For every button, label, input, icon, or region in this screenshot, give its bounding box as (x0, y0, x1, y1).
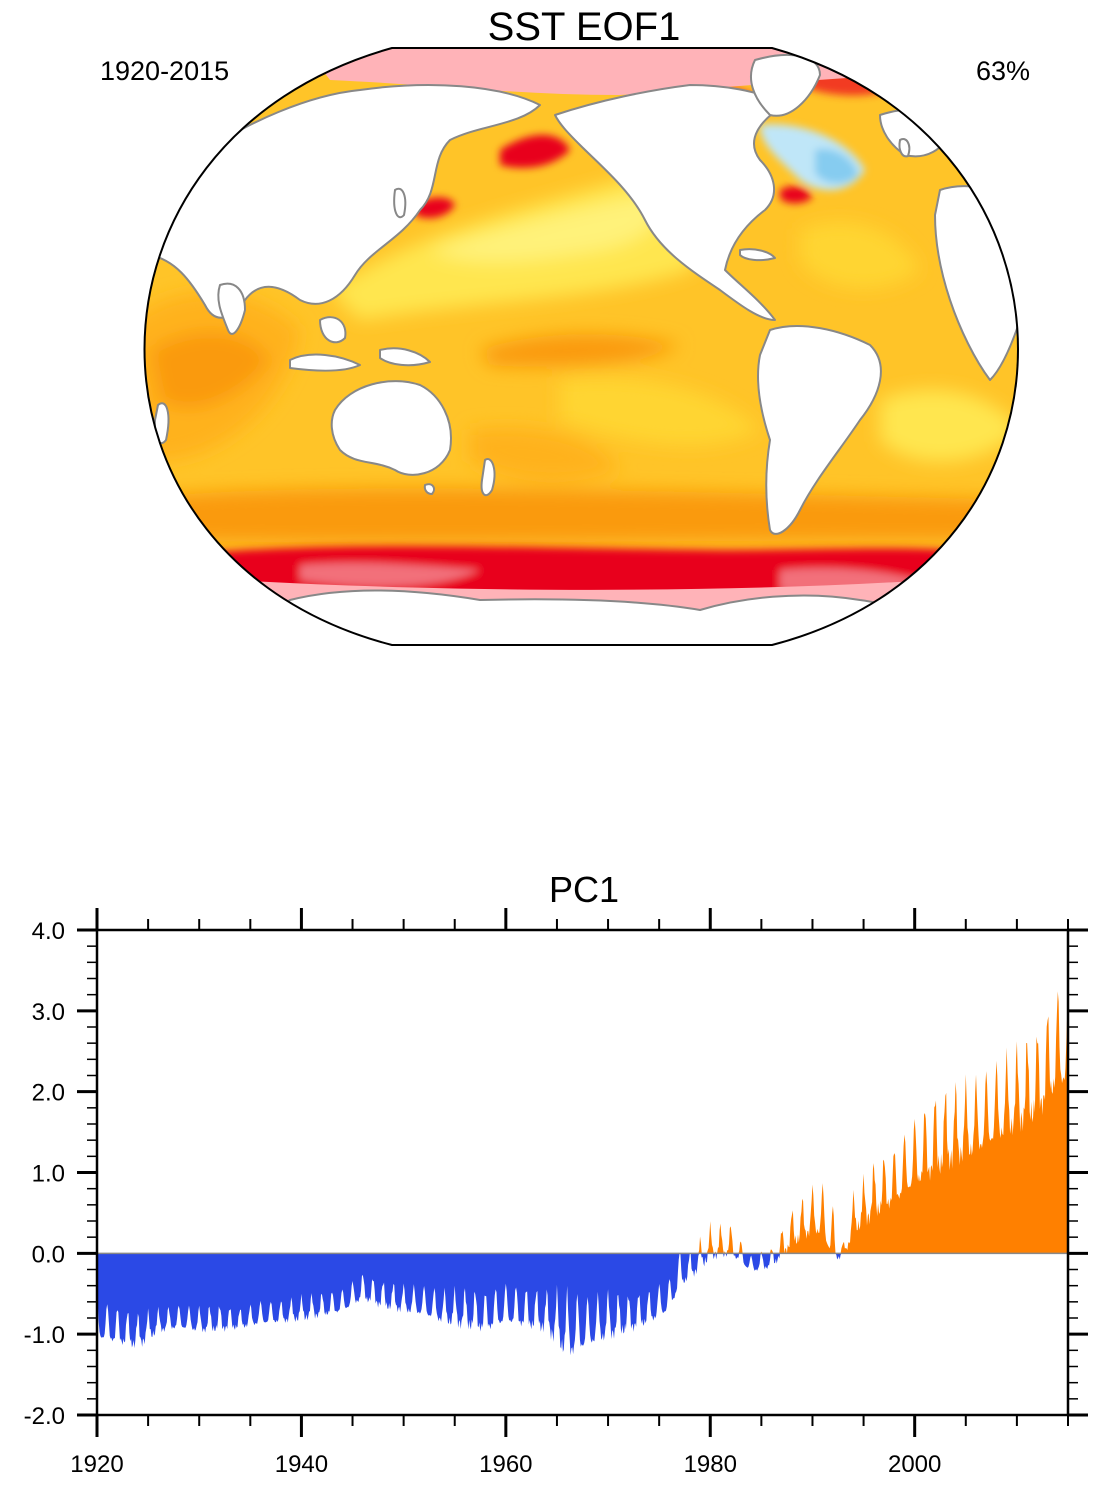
uk-landmass (898, 138, 911, 158)
australia-landmass (330, 380, 452, 476)
equatorial-orange (480, 334, 680, 367)
y-tick-label: -2.0 (24, 1403, 65, 1430)
y-tick-label: 3.0 (32, 999, 65, 1026)
y-tick-label: -1.0 (24, 1322, 65, 1349)
pc1-title: PC1 (549, 869, 619, 910)
positive-area (97, 991, 1068, 1254)
x-tick-label: 1920 (70, 1451, 123, 1478)
north-america-landmass (554, 84, 786, 321)
south-pacific-yellow (560, 377, 760, 446)
map-period-label: 1920-2015 (100, 56, 229, 86)
south-pacific-orange (470, 427, 620, 481)
south-america-landmass (757, 324, 882, 535)
x-tick-label: 1960 (479, 1451, 532, 1478)
north-atlantic-yellow (800, 222, 920, 289)
cold-blob-blue (815, 149, 858, 184)
gulf-stream-red (780, 186, 812, 204)
south-atlantic-yellow (880, 390, 1018, 462)
y-tick-label: 0.0 (32, 1241, 65, 1268)
y-tick-label: 2.0 (32, 1080, 65, 1107)
y-tick-label: 1.0 (32, 1161, 65, 1188)
caribbean-islands (739, 248, 776, 262)
map-variance-label: 63% (976, 56, 1030, 86)
x-tick-label: 1940 (275, 1451, 328, 1478)
x-tick-label: 1980 (684, 1451, 737, 1478)
negative-area (97, 1253, 1068, 1356)
india-landmass (217, 282, 246, 335)
y-tick-label: 4.0 (32, 918, 65, 945)
continents (144, 54, 1018, 645)
new-zealand-landmass (480, 458, 496, 497)
pc1-chart: PC1 4.0 3.0 2.0 1.0 0.0 -1.0 -2.0 1920 1940 1960… (24, 869, 1088, 1478)
japan-landmass (393, 187, 407, 219)
axis-ticks (77, 908, 1088, 1437)
eurasia-landmass (144, 84, 541, 319)
gulf-alaska-red (500, 135, 570, 168)
new-guinea-landmass (379, 347, 431, 367)
indonesia-landmass (289, 353, 361, 372)
madagascar-landmass (153, 402, 170, 445)
y-tick-labels: 4.0 3.0 2.0 1.0 0.0 -1.0 -2.0 (24, 918, 65, 1430)
pc1-series (97, 991, 1068, 1356)
x-tick-label: 2000 (888, 1451, 941, 1478)
tasmania-landmass (423, 483, 435, 495)
globe-outline (143, 47, 1019, 646)
borneo-landmass (319, 316, 347, 344)
x-tick-labels: 1920 1940 1960 1980 2000 (70, 1451, 941, 1478)
map-title: SST EOF1 (488, 5, 681, 49)
indian-ocean-deep (150, 331, 270, 408)
antarctica-landmass (273, 589, 909, 645)
arctic-pink (300, 48, 900, 95)
southern-ocean-red-light (300, 562, 480, 587)
north-pacific-light-yellow (430, 195, 658, 262)
